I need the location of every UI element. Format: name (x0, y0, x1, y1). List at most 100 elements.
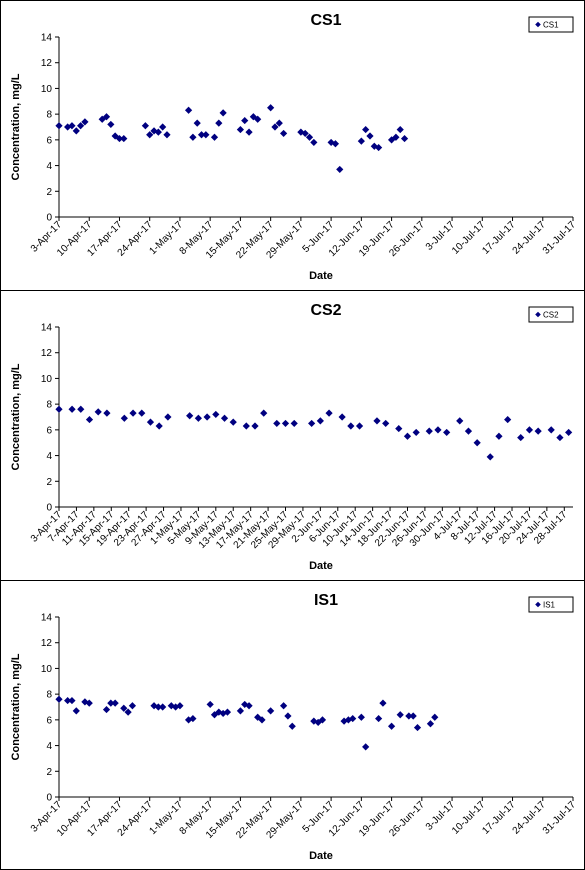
data-point (77, 405, 85, 413)
data-point (128, 702, 137, 710)
data-point (159, 123, 167, 131)
x-tick-label: 31-Jul-17 (541, 799, 579, 837)
data-point (327, 138, 335, 147)
y-tick-label: 10 (41, 664, 53, 675)
data-point (102, 705, 111, 714)
data-point (347, 422, 355, 430)
data-point (426, 720, 435, 728)
y-tick-label: 4 (46, 161, 52, 172)
y-axis-label: Concentration, mg/L (10, 363, 22, 470)
data-point (206, 700, 214, 709)
data-point (281, 419, 290, 428)
data-point (308, 419, 316, 428)
x-axis-label: Date (309, 270, 333, 282)
data-point (310, 138, 318, 147)
data-point (203, 413, 211, 421)
chart-panel-cs2: CS2 0 2 4 6 8 10 12 14 3-Apr-17 7-Apr-17 11-Apr-17 1… (0, 290, 585, 581)
data-point (81, 118, 89, 126)
data-point (154, 128, 162, 136)
data-point (55, 122, 63, 130)
data-point (288, 722, 296, 730)
data-point (229, 418, 237, 426)
y-tick-label: 0 (46, 793, 52, 804)
data-point (280, 129, 288, 138)
legend-label: CS1 (543, 21, 559, 30)
data-point (111, 132, 119, 140)
chart-panel-cs1: CS1 0 2 4 6 8 10 12 14 3-Apr-17 10-Apr-17 17-Apr-17… (0, 0, 585, 291)
data-point (275, 119, 283, 127)
x-tick-label: 31-Jul-17 (541, 219, 579, 257)
data-point (338, 413, 346, 421)
data-point (85, 415, 94, 424)
data-point (267, 104, 275, 112)
data-point (146, 418, 155, 426)
y-tick-label: 14 (41, 613, 53, 624)
data-point (236, 707, 245, 715)
data-point (443, 428, 451, 437)
data-point (220, 414, 229, 422)
data-point (120, 414, 128, 422)
data-point (120, 704, 128, 712)
data-point (400, 134, 409, 143)
data-point (68, 696, 76, 705)
data-point (382, 419, 390, 428)
y-tick-label: 2 (46, 477, 52, 488)
data-point (387, 722, 396, 730)
legend-label: CS2 (543, 311, 559, 320)
y-tick-label: 2 (46, 187, 52, 198)
y-tick-label: 8 (46, 400, 52, 411)
data-point (556, 433, 564, 442)
data-point (504, 415, 512, 424)
data-point (194, 414, 202, 422)
data-point (486, 453, 494, 461)
data-point (212, 410, 220, 419)
chart-cs2: CS2024681012143-Apr-177-Apr-1711-Apr-171… (10, 302, 574, 572)
legend-box (528, 16, 574, 33)
data-point (373, 417, 381, 425)
y-tick-label: 6 (46, 425, 52, 436)
data-point (197, 131, 206, 139)
data-point (164, 413, 172, 421)
data-point (396, 125, 404, 134)
data-point (375, 143, 383, 152)
y-tick-label: 4 (46, 741, 52, 752)
data-point (301, 129, 309, 138)
data-point (434, 426, 442, 434)
data-point (215, 119, 223, 127)
data-point (176, 702, 184, 710)
data-point (163, 131, 171, 139)
legend-marker (535, 311, 541, 318)
data-point (290, 419, 298, 428)
data-point (362, 743, 370, 751)
y-tick-label: 12 (41, 348, 53, 359)
y-tick-label: 4 (46, 451, 52, 462)
data-point (412, 428, 420, 437)
data-point (107, 120, 115, 129)
data-point (336, 165, 344, 174)
data-point (241, 116, 249, 125)
data-point (273, 419, 281, 428)
data-point (375, 714, 383, 723)
data-point (362, 125, 370, 134)
legend-marker (535, 601, 541, 608)
data-point (316, 417, 324, 425)
chart-title-is1: IS1 (314, 592, 338, 609)
data-point (115, 134, 124, 143)
data-point (271, 123, 279, 131)
y-tick-label: 14 (41, 33, 53, 44)
data-point (138, 409, 146, 417)
data-point (184, 106, 193, 114)
data-point (55, 405, 63, 413)
data-point (357, 713, 365, 721)
data-point (76, 122, 85, 130)
legend-box (528, 306, 574, 323)
data-point (366, 132, 374, 140)
data-point (431, 713, 439, 721)
data-point (111, 699, 119, 707)
chart-is1: IS1024681012143-Apr-1710-Apr-1717-Apr-17… (10, 592, 579, 862)
data-point (210, 711, 219, 719)
y-axis-label: Concentration, mg/L (10, 73, 22, 180)
x-axis-label: Date (309, 850, 333, 862)
data-point (525, 426, 534, 434)
data-point (219, 109, 227, 117)
